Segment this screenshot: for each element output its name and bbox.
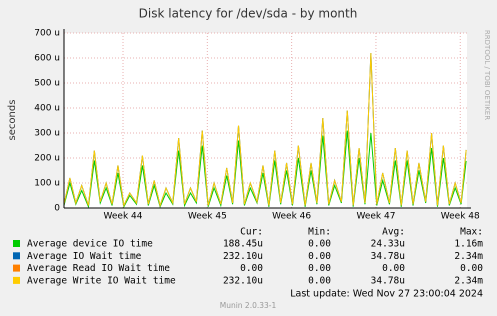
x-tick-label: Week 44 xyxy=(104,212,143,222)
legend-stat: 2.34m xyxy=(454,251,483,262)
legend-stat: 2.34m xyxy=(454,275,483,286)
x-tick-label: Week 46 xyxy=(272,212,311,222)
legend-swatch xyxy=(13,252,20,260)
legend-header: Cur: xyxy=(240,227,263,238)
chart-title: Disk latency for /dev/sda - by month xyxy=(139,7,358,21)
y-axis-label: seconds xyxy=(7,100,18,141)
y-tick-label: 200 u xyxy=(34,154,60,164)
y-tick-label: 300 u xyxy=(34,129,60,139)
side-label: RRDTOOL / TOBI OETIKER xyxy=(483,30,491,120)
x-tick-label: Week 45 xyxy=(188,212,227,222)
footer: Munin 2.0.33-1 xyxy=(220,301,277,310)
legend-stat: 0.00 xyxy=(308,251,331,262)
legend-stat: 34.78u xyxy=(371,275,405,286)
x-tick-label: Week 48 xyxy=(441,212,480,222)
legend-stat: 0.00 xyxy=(308,275,331,286)
legend-label: Average device IO time xyxy=(27,239,153,250)
legend-stat: 24.33u xyxy=(371,239,405,250)
legend-stat: 0.00 xyxy=(308,263,331,274)
legend-stat: 232.10u xyxy=(223,251,263,262)
legend-stat: 0.00 xyxy=(382,263,405,274)
legend-stat: 0.00 xyxy=(240,263,263,274)
y-tick-label: 400 u xyxy=(34,104,60,114)
last-update: Last update: Wed Nov 27 23:00:04 2024 xyxy=(290,289,483,300)
y-tick-label: 700 u xyxy=(34,29,60,39)
legend-label: Average IO Wait time xyxy=(27,251,142,262)
y-tick-label: 500 u xyxy=(34,79,60,89)
plot-area xyxy=(64,33,467,208)
legend-header: Avg: xyxy=(382,227,405,238)
legend-stat: 232.10u xyxy=(223,275,263,286)
x-tick-label: Week 47 xyxy=(356,212,395,222)
legend-stat: 34.78u xyxy=(371,251,405,262)
legend-header: Max: xyxy=(460,227,483,238)
legend-swatch xyxy=(13,240,20,247)
legend-swatch xyxy=(13,264,20,272)
legend-stat: 188.45u xyxy=(223,239,263,250)
legend-header: Min: xyxy=(308,227,331,238)
legend-stat: 1.16m xyxy=(454,239,483,250)
legend-stat: 0.00 xyxy=(308,239,331,250)
y-tick-label: 600 u xyxy=(34,54,60,64)
legend-label: Average Write IO Wait time xyxy=(27,275,176,286)
series-line xyxy=(63,52,467,208)
y-tick-label: 0 xyxy=(54,204,60,214)
legend-stat: 0.00 xyxy=(460,263,483,274)
legend-label: Average Read IO Wait time xyxy=(27,263,170,274)
legend-swatch xyxy=(13,276,20,284)
y-tick-label: 100 u xyxy=(34,179,60,189)
